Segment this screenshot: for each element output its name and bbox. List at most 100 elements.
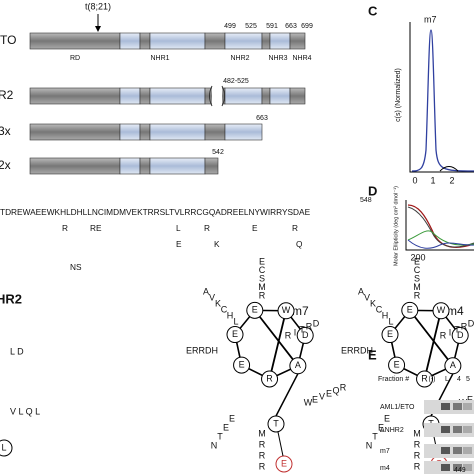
position-label: 525 xyxy=(245,23,257,30)
domain xyxy=(149,87,206,105)
residue: A xyxy=(450,360,456,370)
arrows xyxy=(409,309,454,380)
connector xyxy=(277,431,284,457)
domain xyxy=(29,157,121,175)
domain xyxy=(119,123,141,141)
residue: E xyxy=(259,256,265,266)
residue-circle xyxy=(233,356,251,374)
row-label: 3x xyxy=(0,124,11,138)
domain-label: NHR1 xyxy=(150,55,169,62)
residue: D xyxy=(313,318,320,328)
domain xyxy=(261,87,271,105)
band xyxy=(441,403,450,410)
residue: V xyxy=(319,391,325,401)
residue: E xyxy=(223,422,229,432)
position-label: 699 xyxy=(301,23,313,30)
fragment: L xyxy=(1,442,6,452)
band xyxy=(453,426,462,433)
residue: K xyxy=(215,298,221,308)
x-tick-label: 1 xyxy=(430,175,435,185)
residue: R xyxy=(414,461,421,471)
curve xyxy=(407,204,474,248)
residue: E xyxy=(312,394,318,404)
band xyxy=(463,403,472,410)
domain xyxy=(204,157,219,175)
residue: R xyxy=(461,321,468,331)
wheel-name: m7 xyxy=(292,304,309,318)
domain xyxy=(224,87,263,105)
connector xyxy=(275,373,299,417)
residue-circle xyxy=(416,370,434,388)
header: Fraction # xyxy=(378,376,409,383)
domain xyxy=(149,32,206,50)
residue: D xyxy=(468,318,474,328)
residue: T xyxy=(217,431,223,441)
mutation: E xyxy=(252,223,258,233)
domain xyxy=(224,123,263,141)
domain xyxy=(139,157,151,175)
domain-bars: ETO 499 525 591 663 699 RD NHR1 NHR2 NHR3 NHR4 R2 48… xyxy=(0,23,313,272)
residue: R xyxy=(259,450,266,460)
residue: R xyxy=(414,450,421,460)
residue: W xyxy=(282,305,291,315)
mutation: E xyxy=(176,239,182,249)
residue: T xyxy=(299,324,305,334)
panel-letter: D xyxy=(368,183,377,198)
residue: R xyxy=(259,439,266,449)
residue-circle xyxy=(401,301,419,319)
domain xyxy=(119,32,141,50)
residue-circle xyxy=(388,356,406,374)
domain xyxy=(269,32,291,50)
series-label: m7 xyxy=(424,14,437,24)
residue-circle xyxy=(226,326,244,344)
domain xyxy=(204,32,226,50)
residue: T xyxy=(273,418,279,428)
curve xyxy=(407,206,474,248)
mutation: RE xyxy=(90,223,102,233)
residue-circle xyxy=(451,326,469,344)
band xyxy=(453,464,462,471)
domain xyxy=(119,157,141,175)
residue: W xyxy=(437,305,446,315)
note: 482-525 xyxy=(223,78,249,85)
residue: M xyxy=(258,282,266,292)
deletion-gap xyxy=(212,86,222,106)
domain xyxy=(29,123,121,141)
band xyxy=(463,464,472,471)
fragment: V L Q L xyxy=(10,406,40,416)
sequence: TDREWAEEWKHLDHLLNCIMDMVEKTRRSLTVLRRCGQAD… xyxy=(0,207,311,217)
residue-circle xyxy=(296,326,314,344)
end-label: 542 xyxy=(212,149,224,156)
domain-label: RD xyxy=(70,55,80,62)
breakpoint-label: t(8;21) xyxy=(85,1,111,11)
domain xyxy=(139,123,151,141)
mutation: R xyxy=(62,223,68,233)
residue: T xyxy=(372,431,378,441)
position-label: 591 xyxy=(266,23,278,30)
band xyxy=(463,447,472,454)
lane-label: L xyxy=(445,376,449,383)
domain xyxy=(149,157,206,175)
band xyxy=(441,447,450,454)
residue: E xyxy=(394,359,400,369)
residue: H xyxy=(382,310,389,320)
residue: R xyxy=(421,373,428,383)
mutation: R xyxy=(204,223,210,233)
residue: H xyxy=(227,310,234,320)
domain xyxy=(269,87,291,105)
residue: M xyxy=(258,428,266,438)
residue: A xyxy=(295,360,301,370)
residue: E xyxy=(326,388,332,398)
x-tick-label: 2 xyxy=(449,175,454,185)
residue: V xyxy=(364,292,370,302)
footer: 449 xyxy=(454,467,466,474)
domain xyxy=(224,32,263,50)
residue-circle xyxy=(275,455,293,473)
residue: E xyxy=(407,305,413,315)
axes xyxy=(409,22,474,173)
band xyxy=(441,426,450,433)
fragment: L D xyxy=(10,346,24,356)
residue: ERRDH xyxy=(186,345,218,355)
